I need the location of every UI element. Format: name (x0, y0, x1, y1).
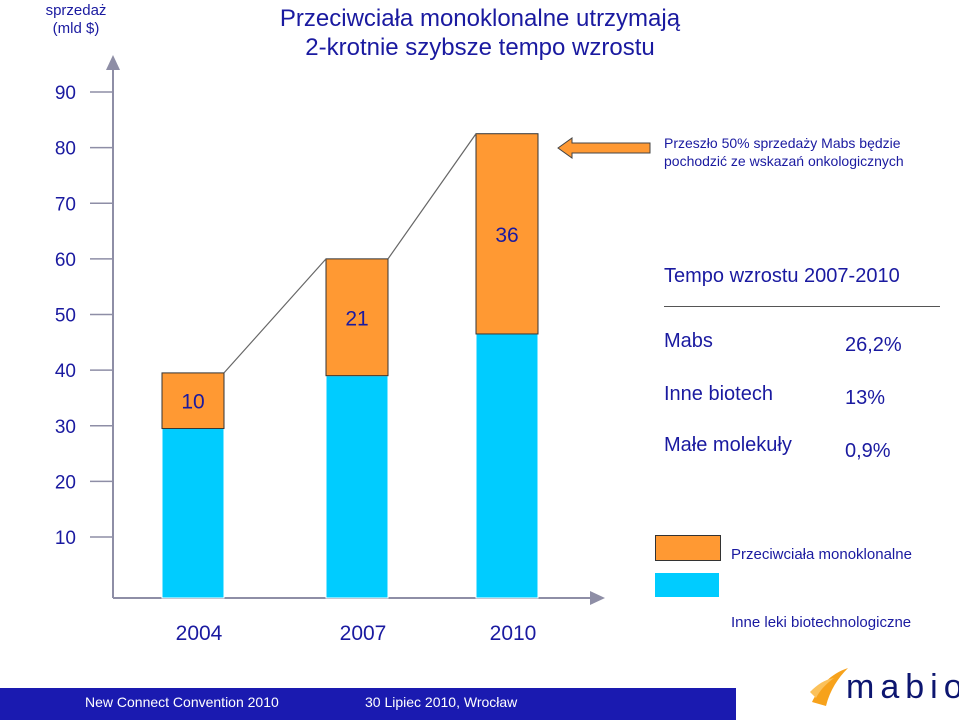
bar-mabs (325, 258, 389, 377)
bar-other-biotech (475, 333, 539, 599)
y-tick-label: 50 (55, 306, 76, 327)
chart-title: Przeciwciała monoklonalne utrzymają 2-kr… (200, 4, 760, 62)
growth-row-biotech-label: Inne biotech (664, 383, 773, 405)
legend-swatch-other (655, 573, 719, 597)
note-arrow-icon (557, 137, 651, 159)
chart-decorations (223, 133, 651, 374)
x-tick-label: 2004 (176, 622, 223, 645)
x-tick-label: 2010 (490, 622, 537, 645)
chart-x-labels: 2004 2007 2010 (176, 622, 537, 645)
footer-event: New Connect Convention 2010 (85, 694, 279, 710)
y-tick-label: 30 (55, 417, 76, 438)
mabion-logo-text: mabion (846, 668, 959, 706)
y-axis-label-line1: sprzedaż (45, 2, 107, 19)
chart-title-line1: Przeciwciała monoklonalne utrzymają (279, 5, 681, 32)
y-tick-label: 10 (55, 528, 76, 549)
footer-date: 30 Lipiec 2010, Wrocław (365, 694, 518, 710)
bar-data-label: 21 (345, 307, 368, 330)
y-tick-label: 90 (55, 83, 76, 104)
chart-title-line2: 2-krotnie szybsze tempo wzrostu (305, 34, 655, 61)
x-axis-arrow (590, 591, 605, 605)
oncology-note: Przeszło 50% sprzedaży Mabs będzie pocho… (664, 135, 904, 169)
chart-bars: 10 21 36 (161, 133, 539, 599)
legend-label-mabs: Przeciwciała monoklonalne (731, 546, 912, 563)
y-axis-label: sprzedaż (mld $) (36, 2, 116, 38)
bar-other-biotech (161, 428, 225, 599)
legend-label-other: Inne leki biotechnologiczne (731, 614, 912, 631)
y-axis-arrow (106, 55, 120, 70)
x-tick-label: 2007 (340, 622, 387, 645)
bar-other-biotech (325, 375, 389, 599)
growth-row-mabs-label: Mabs (664, 330, 713, 352)
bar-mabs (475, 133, 539, 335)
growth-connector-line (223, 258, 327, 374)
y-tick-label: 40 (55, 361, 76, 382)
growth-title-divider (664, 306, 940, 307)
growth-row-biotech-value: 13% (845, 387, 886, 409)
y-tick-label: 70 (55, 194, 76, 215)
y-axis-label-line2: (mld $) (52, 20, 100, 37)
growth-connector-line (387, 133, 477, 260)
legend-swatch-mabs (655, 535, 721, 561)
mabion-logo-icon (810, 668, 848, 706)
bar-mabs (161, 372, 225, 430)
growth-row-small-value: 0,9% (845, 440, 891, 462)
growth-row-small-label: Małe molekuły (664, 434, 792, 456)
chart-y-ticks: 10 20 30 40 50 60 70 80 90 (55, 83, 113, 549)
y-tick-label: 20 (55, 472, 76, 493)
footer-bar (0, 688, 736, 720)
growth-row-mabs-value: 26,2% (845, 334, 902, 356)
bar-data-label: 36 (495, 224, 518, 247)
y-tick-label: 80 (55, 139, 76, 160)
bar-data-label: 10 (181, 391, 204, 414)
growth-title: Tempo wzrostu 2007-2010 (664, 265, 900, 287)
y-tick-label: 60 (55, 250, 76, 271)
